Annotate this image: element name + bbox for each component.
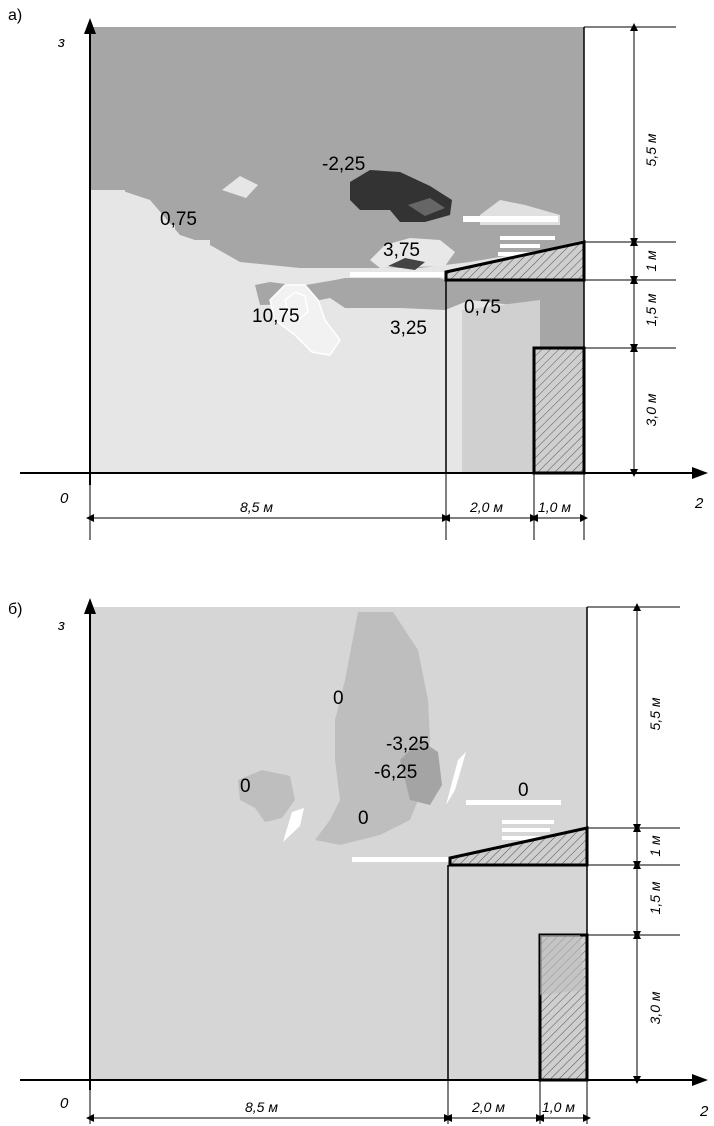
panel-b-horizontal-dims [86,1080,591,1124]
panel-b-central-zone [315,612,430,845]
panel-a-dim-h-3: 1,0 м [538,499,571,515]
panel-a-small-dark [388,258,425,270]
panel-a-z-arrow [84,18,96,34]
panel-a-contour-label: 10,75 [252,306,300,327]
panel-a-white-bar-5 [350,272,450,277]
panel-b-contour-label: 0 [358,808,369,829]
panel-a-contour-inner [284,291,309,321]
panel-a-contour-label: -2,25 [322,154,365,175]
panel-b: б) з 2 0 [8,598,709,1124]
panel-a-white-bar-3 [500,244,540,248]
panel-b-white-bar-1 [466,800,561,805]
panel-a-zone-1075 [269,284,341,356]
panel-b-white-bar-4 [502,836,542,840]
panel-b-x-label: 2 [699,1103,709,1120]
panel-b-label: б) [8,601,23,618]
panel-b-dim-v-4: 3,0 м [647,991,663,1024]
panel-a-white-bar-2 [500,236,555,240]
panel-b-z-label: з [57,617,65,634]
panel-a-upper-zone [90,27,584,268]
panel-a-vertical-dims [584,23,676,477]
panel-b-white-bar-5 [352,857,452,862]
panel-a-light-patch [222,176,258,198]
panel-a-x-label: 2 [694,495,704,512]
panel-a-dim-h-1: 8,5 м [240,499,273,515]
panel-b-contour-label: -6,25 [374,762,417,783]
panel-b-vertical-dims [587,603,680,1084]
panel-b-z-arrow [84,598,96,614]
panel-a-dim-h-2: 2,0 м [469,499,503,515]
panel-a-left-steps [90,190,210,262]
panel-b-block-shade [540,935,585,995]
panel-a-z-label: з [57,34,65,51]
panel-a-contour-label: 0,75 [464,297,501,318]
panel-b-left-zone [238,770,295,822]
panel-b-dim-v-3: 1,5 м [647,881,663,914]
panel-a-contour-label: 3,75 [383,240,420,261]
panel-b-dim-v-1: 5,5 м [647,697,663,730]
panel-a-block [532,346,586,475]
panel-a-dim-v-4: 3,0 м [643,393,659,426]
panel-b-inner-zone [400,740,442,805]
panel-a-x-arrow [692,467,708,479]
panel-a-label: а) [8,7,22,24]
panel-b-dim-h-1: 8,5 м [245,1099,278,1115]
panel-b-origin: 0 [60,1095,69,1112]
panel-b-white-bar-2 [502,820,554,824]
panel-b-contour-label: -3,25 [386,734,429,755]
panel-b-contour-label: 0 [333,688,344,709]
panel-b-dim-v-2: 1 м [647,835,663,857]
panel-a-contour-label: 0,75 [160,209,197,230]
panel-a-white-bar-4 [498,252,540,256]
panel-a-white-bar-1 [463,216,558,222]
panel-a-contour-label: 3,25 [390,318,427,339]
panel-a-horizontal-dims [86,473,588,540]
panel-b-white-sliver-1 [283,808,304,842]
panel-a: а) [8,7,708,540]
panel-a-zone-375 [370,238,455,268]
panel-a-mid-band [255,278,555,310]
panel-b-x-arrow [692,1074,708,1086]
panel-b-dim-h-2: 2,0 м [471,1099,505,1115]
panel-b-white-bar-3 [502,828,550,832]
panel-a-origin: 0 [60,490,69,507]
panel-a-dim-v-3: 1,5 м [643,293,659,326]
panel-a-inner-column [462,300,540,473]
panel-a-dim-v-1: 5,5 м [643,133,659,166]
panel-b-dim-h-3: 1,0 м [542,1099,575,1115]
panel-a-dim-v-2: 1 м [643,250,659,272]
panel-b-contour-label: 0 [518,780,529,801]
panel-b-white-sliver-2 [446,752,466,805]
panel-a-dark-core [408,198,445,216]
panel-b-contour-label: 0 [240,776,251,797]
